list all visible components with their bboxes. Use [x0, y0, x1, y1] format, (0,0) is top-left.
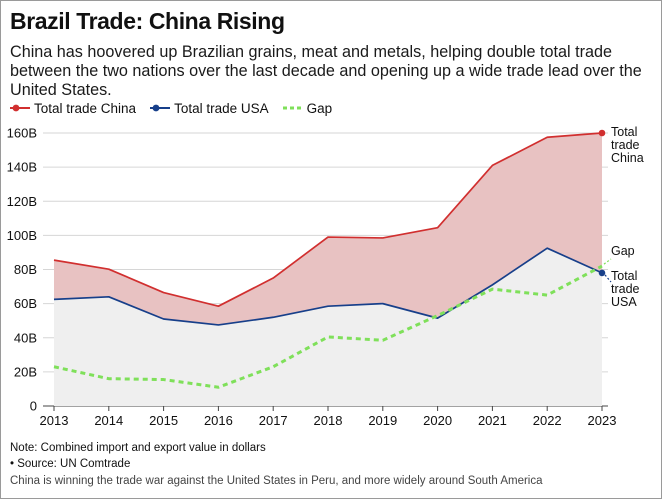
- x-tick-label: 2023: [588, 413, 617, 425]
- series-line-usa: [53, 247, 603, 326]
- area-china-lead: [54, 133, 602, 325]
- x-tick-label: 2015: [149, 413, 178, 425]
- legend-item-china: Total trade China: [10, 101, 136, 116]
- chart-source: • Source: UN Comtrade: [10, 458, 131, 470]
- legend-label-usa: Total trade USA: [174, 100, 269, 116]
- data-point-china-2023: [598, 129, 606, 137]
- end-label-china: China: [611, 151, 644, 165]
- area-usa: [54, 248, 602, 406]
- legend-key-usa: [150, 104, 171, 112]
- y-tick-label: 120B: [7, 194, 37, 209]
- y-tick-label: 100B: [7, 228, 37, 243]
- end-label-china: trade: [611, 138, 640, 152]
- legend-item-gap: Gap: [282, 100, 333, 116]
- x-tick-label: 2013: [40, 413, 69, 425]
- series-line-gap: [53, 264, 603, 389]
- end-label-usa: Total: [611, 269, 637, 283]
- y-tick-label: 60B: [14, 296, 37, 311]
- x-tick-label: 2018: [314, 413, 343, 425]
- x-tick-label: 2017: [259, 413, 288, 425]
- legend-item-usa: Total trade USA: [150, 101, 269, 116]
- legend-key-china: [10, 104, 30, 112]
- chart-title: Brazil Trade: China Rising: [10, 8, 285, 34]
- end-label-usa: USA: [611, 295, 637, 309]
- leader-line-gap: [603, 258, 612, 265]
- y-tick-label: 160B: [7, 126, 37, 141]
- data-point-usa-2023: [598, 269, 606, 277]
- x-tick-label: 2021: [478, 413, 507, 425]
- line-chart: 0 20B 40B 60B 80B 100B 120B 140B 160B 2013 2014 201…: [7, 125, 644, 425]
- x-tick-label: 2014: [94, 413, 123, 425]
- legend-label-gap: Gap: [306, 100, 333, 116]
- x-tick-label: 2019: [368, 413, 397, 425]
- x-tick-label: 2016: [204, 413, 233, 425]
- legend: Total trade China Total trade USA Gap: [10, 98, 346, 118]
- y-tick-label: 0: [30, 399, 37, 414]
- x-tick-label: 2022: [533, 413, 562, 425]
- series-line-china: [53, 132, 603, 308]
- end-label-gap: Gap: [611, 244, 635, 258]
- legend-label-china: Total trade China: [34, 100, 137, 116]
- chart-subtitle: China has hoovered up Brazilian grains, …: [10, 43, 642, 99]
- chart-note: Note: Combined import and export value i…: [10, 442, 266, 454]
- y-tick-label: 20B: [14, 364, 37, 379]
- leader-line-usa: [604, 274, 612, 283]
- legend-key-gap: [282, 106, 303, 110]
- chart-caption: China is winning the trade war against t…: [10, 475, 543, 487]
- end-label-china: Total: [611, 125, 637, 139]
- y-tick-label: 40B: [14, 330, 37, 345]
- end-label-usa: trade: [611, 282, 640, 296]
- y-tick-label: 80B: [14, 262, 37, 277]
- x-tick-label: 2020: [423, 413, 452, 425]
- y-tick-label: 140B: [7, 160, 37, 175]
